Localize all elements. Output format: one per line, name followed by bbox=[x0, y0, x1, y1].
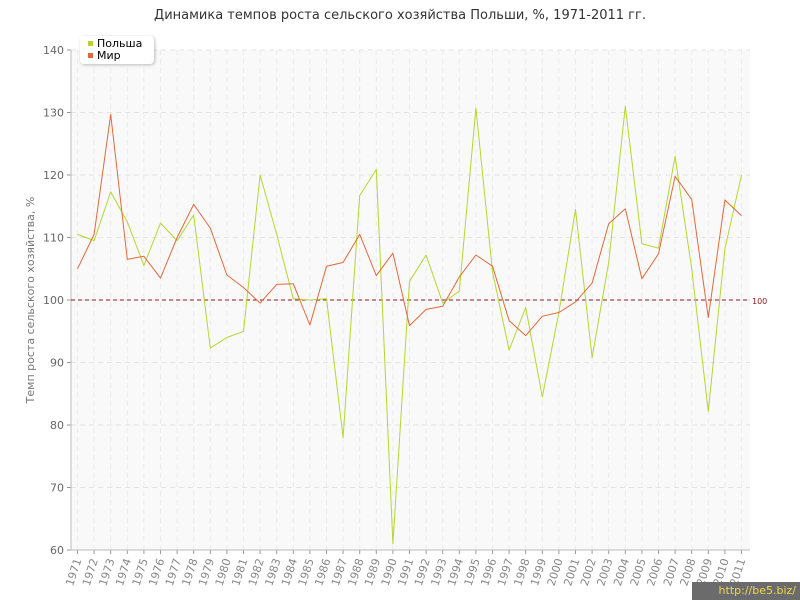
x-tick-labels: 1971197219731974197519761977197819791980… bbox=[63, 557, 748, 588]
y-tick-label: 140 bbox=[43, 44, 64, 57]
series-group bbox=[77, 105, 742, 545]
chart-title: Динамика темпов роста сельского хозяйств… bbox=[154, 8, 646, 23]
y-tick-label: 120 bbox=[43, 169, 64, 182]
legend-swatch-poland bbox=[88, 40, 93, 46]
legend-swatch-world bbox=[88, 52, 93, 58]
y-tick-labels: 60 70 80 90 100 110 120 130 140 bbox=[43, 44, 64, 557]
legend-label-world: Мир bbox=[97, 49, 121, 62]
y-tick-label: 100 bbox=[43, 294, 64, 307]
reference-line-label: 100 bbox=[752, 297, 767, 306]
grid bbox=[71, 49, 750, 551]
y-tick-label: 90 bbox=[50, 357, 64, 370]
y-tick-label: 70 bbox=[50, 482, 64, 495]
y-tick-label: 130 bbox=[43, 107, 64, 120]
watermark[interactable]: http://be5.biz/ bbox=[692, 582, 800, 600]
series-line-world bbox=[77, 113, 742, 337]
series-line-poland bbox=[77, 105, 742, 545]
legend-item-world[interactable]: Мир bbox=[88, 50, 121, 62]
reference-line-group: 100 bbox=[71, 297, 767, 306]
legend-label-poland: Польша bbox=[97, 37, 143, 50]
legend: Польша Мир bbox=[80, 36, 154, 64]
legend-item-poland[interactable]: Польша bbox=[88, 38, 142, 50]
y-axis-label: Темп роста сельского хозяйства, % bbox=[24, 197, 37, 405]
y-tick-label: 110 bbox=[43, 232, 64, 245]
y-tick-label: 60 bbox=[50, 544, 64, 557]
y-tick-label: 80 bbox=[50, 419, 64, 432]
